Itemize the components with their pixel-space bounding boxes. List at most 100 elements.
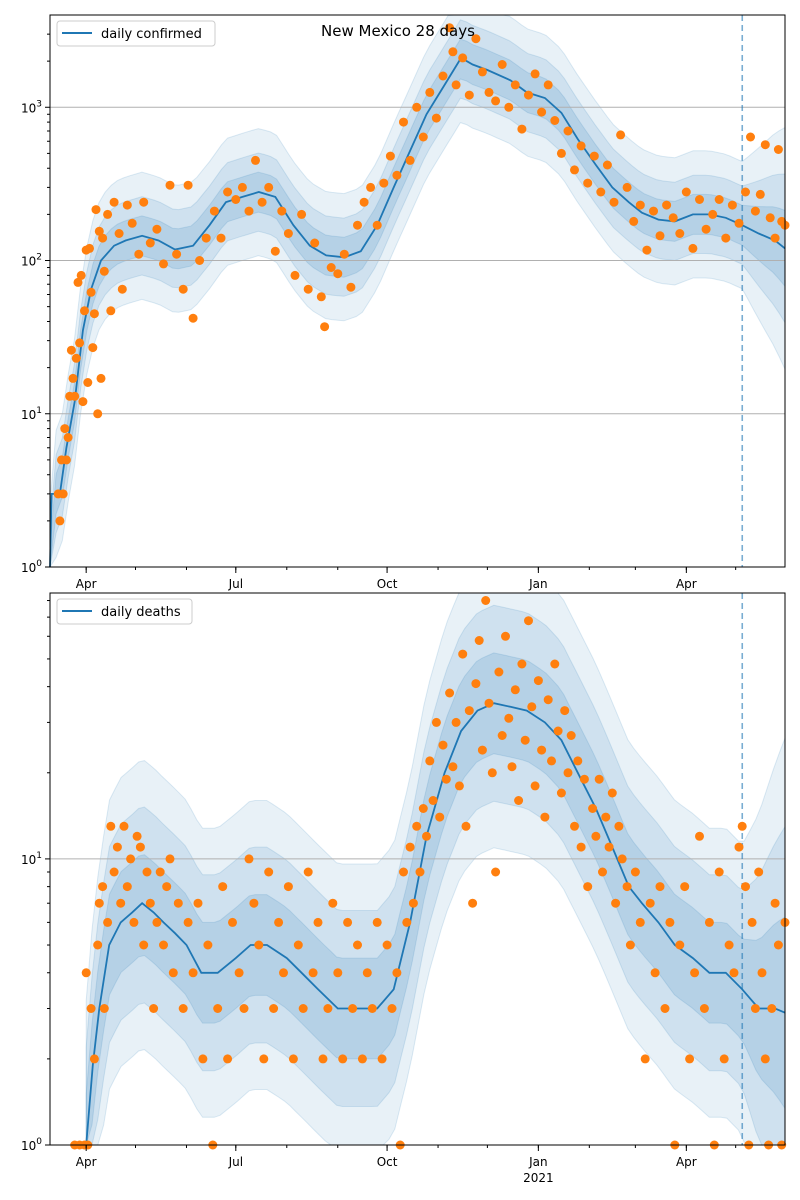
data-point	[750, 1004, 760, 1013]
data-point	[348, 1004, 358, 1013]
data-point	[71, 353, 81, 363]
data-point	[274, 917, 284, 927]
data-point	[93, 940, 103, 950]
data-point	[468, 898, 478, 908]
data-point	[359, 197, 369, 207]
data-point	[563, 768, 573, 778]
confidence-bands	[49, 14, 786, 569]
data-point	[642, 245, 652, 255]
data-point	[333, 269, 343, 279]
data-point	[616, 130, 626, 140]
data-point	[264, 182, 274, 192]
data-point	[741, 882, 750, 892]
data-point	[173, 898, 183, 908]
data-point	[357, 1054, 367, 1064]
data-point	[106, 306, 116, 316]
data-point	[316, 292, 326, 302]
data-point	[114, 229, 124, 238]
data-point	[474, 636, 484, 645]
data-point	[461, 821, 471, 831]
data-point	[96, 373, 106, 383]
data-point	[662, 200, 672, 210]
data-point	[491, 867, 501, 877]
data-point	[228, 917, 237, 927]
data-point	[773, 940, 783, 950]
data-point	[116, 898, 126, 908]
data-point	[223, 187, 233, 197]
data-point	[553, 726, 563, 736]
data-point	[78, 397, 88, 407]
x-tick-label: Apr	[676, 1155, 697, 1169]
data-point	[428, 796, 438, 805]
data-point	[448, 47, 458, 57]
data-point	[527, 702, 537, 712]
data-point	[598, 867, 607, 877]
data-point	[607, 788, 617, 798]
data-point	[611, 898, 621, 908]
data-point	[162, 882, 172, 892]
data-point	[76, 270, 86, 280]
data-point	[537, 107, 547, 117]
y-tick-label: 100	[21, 1137, 42, 1153]
data-point	[234, 968, 244, 978]
data-point	[681, 187, 691, 197]
data-point	[767, 1004, 777, 1013]
data-point	[338, 1054, 348, 1064]
x-tick-label: Apr	[76, 1155, 97, 1169]
axes-frame	[49, 14, 786, 568]
legend-box	[56, 20, 216, 47]
data-point	[573, 756, 583, 766]
data-point	[117, 284, 127, 294]
data-point	[126, 854, 136, 864]
data-point	[601, 812, 611, 822]
data-point	[103, 209, 113, 219]
data-point	[719, 1054, 729, 1064]
legend: daily deaths	[56, 598, 193, 625]
y-tick-label: 101	[21, 406, 42, 422]
observation-points	[70, 596, 790, 1150]
data-point	[583, 882, 593, 892]
data-point	[714, 867, 724, 877]
data-point	[385, 151, 395, 161]
data-point	[501, 631, 510, 641]
data-point	[445, 688, 455, 698]
data-point	[89, 309, 99, 319]
data-point	[737, 821, 747, 831]
data-point	[680, 882, 690, 892]
data-point	[530, 69, 540, 79]
data-point	[61, 455, 71, 465]
data-point	[279, 968, 288, 978]
data-point	[80, 306, 89, 316]
x-tick-label: Oct	[377, 577, 398, 591]
data-point	[458, 53, 468, 63]
data-point	[239, 1004, 249, 1013]
data-point	[422, 831, 431, 841]
data-point	[543, 695, 553, 705]
data-point	[367, 1004, 377, 1013]
data-point	[372, 917, 382, 927]
data-point	[760, 1054, 770, 1064]
data-point	[441, 774, 451, 784]
x-tick-label: Jul	[228, 577, 243, 591]
data-point	[152, 917, 162, 927]
data-point	[425, 756, 435, 766]
data-point	[579, 774, 589, 784]
data-point	[60, 424, 70, 434]
data-point	[303, 867, 313, 877]
y-axis-ticks: 100 101	[21, 600, 50, 1153]
data-point	[464, 90, 474, 100]
data-point	[188, 968, 198, 978]
data-point	[614, 821, 624, 831]
data-point	[770, 898, 780, 908]
y-tick-label: 101	[21, 851, 42, 867]
data-point	[576, 141, 586, 151]
y-tick-label: 100	[21, 559, 42, 575]
data-point	[172, 249, 182, 259]
data-point	[178, 284, 188, 294]
data-point	[392, 968, 402, 978]
data-point	[655, 882, 665, 892]
data-point	[708, 209, 718, 219]
data-point	[346, 282, 356, 292]
data-point	[645, 898, 655, 908]
data-point	[135, 842, 145, 852]
